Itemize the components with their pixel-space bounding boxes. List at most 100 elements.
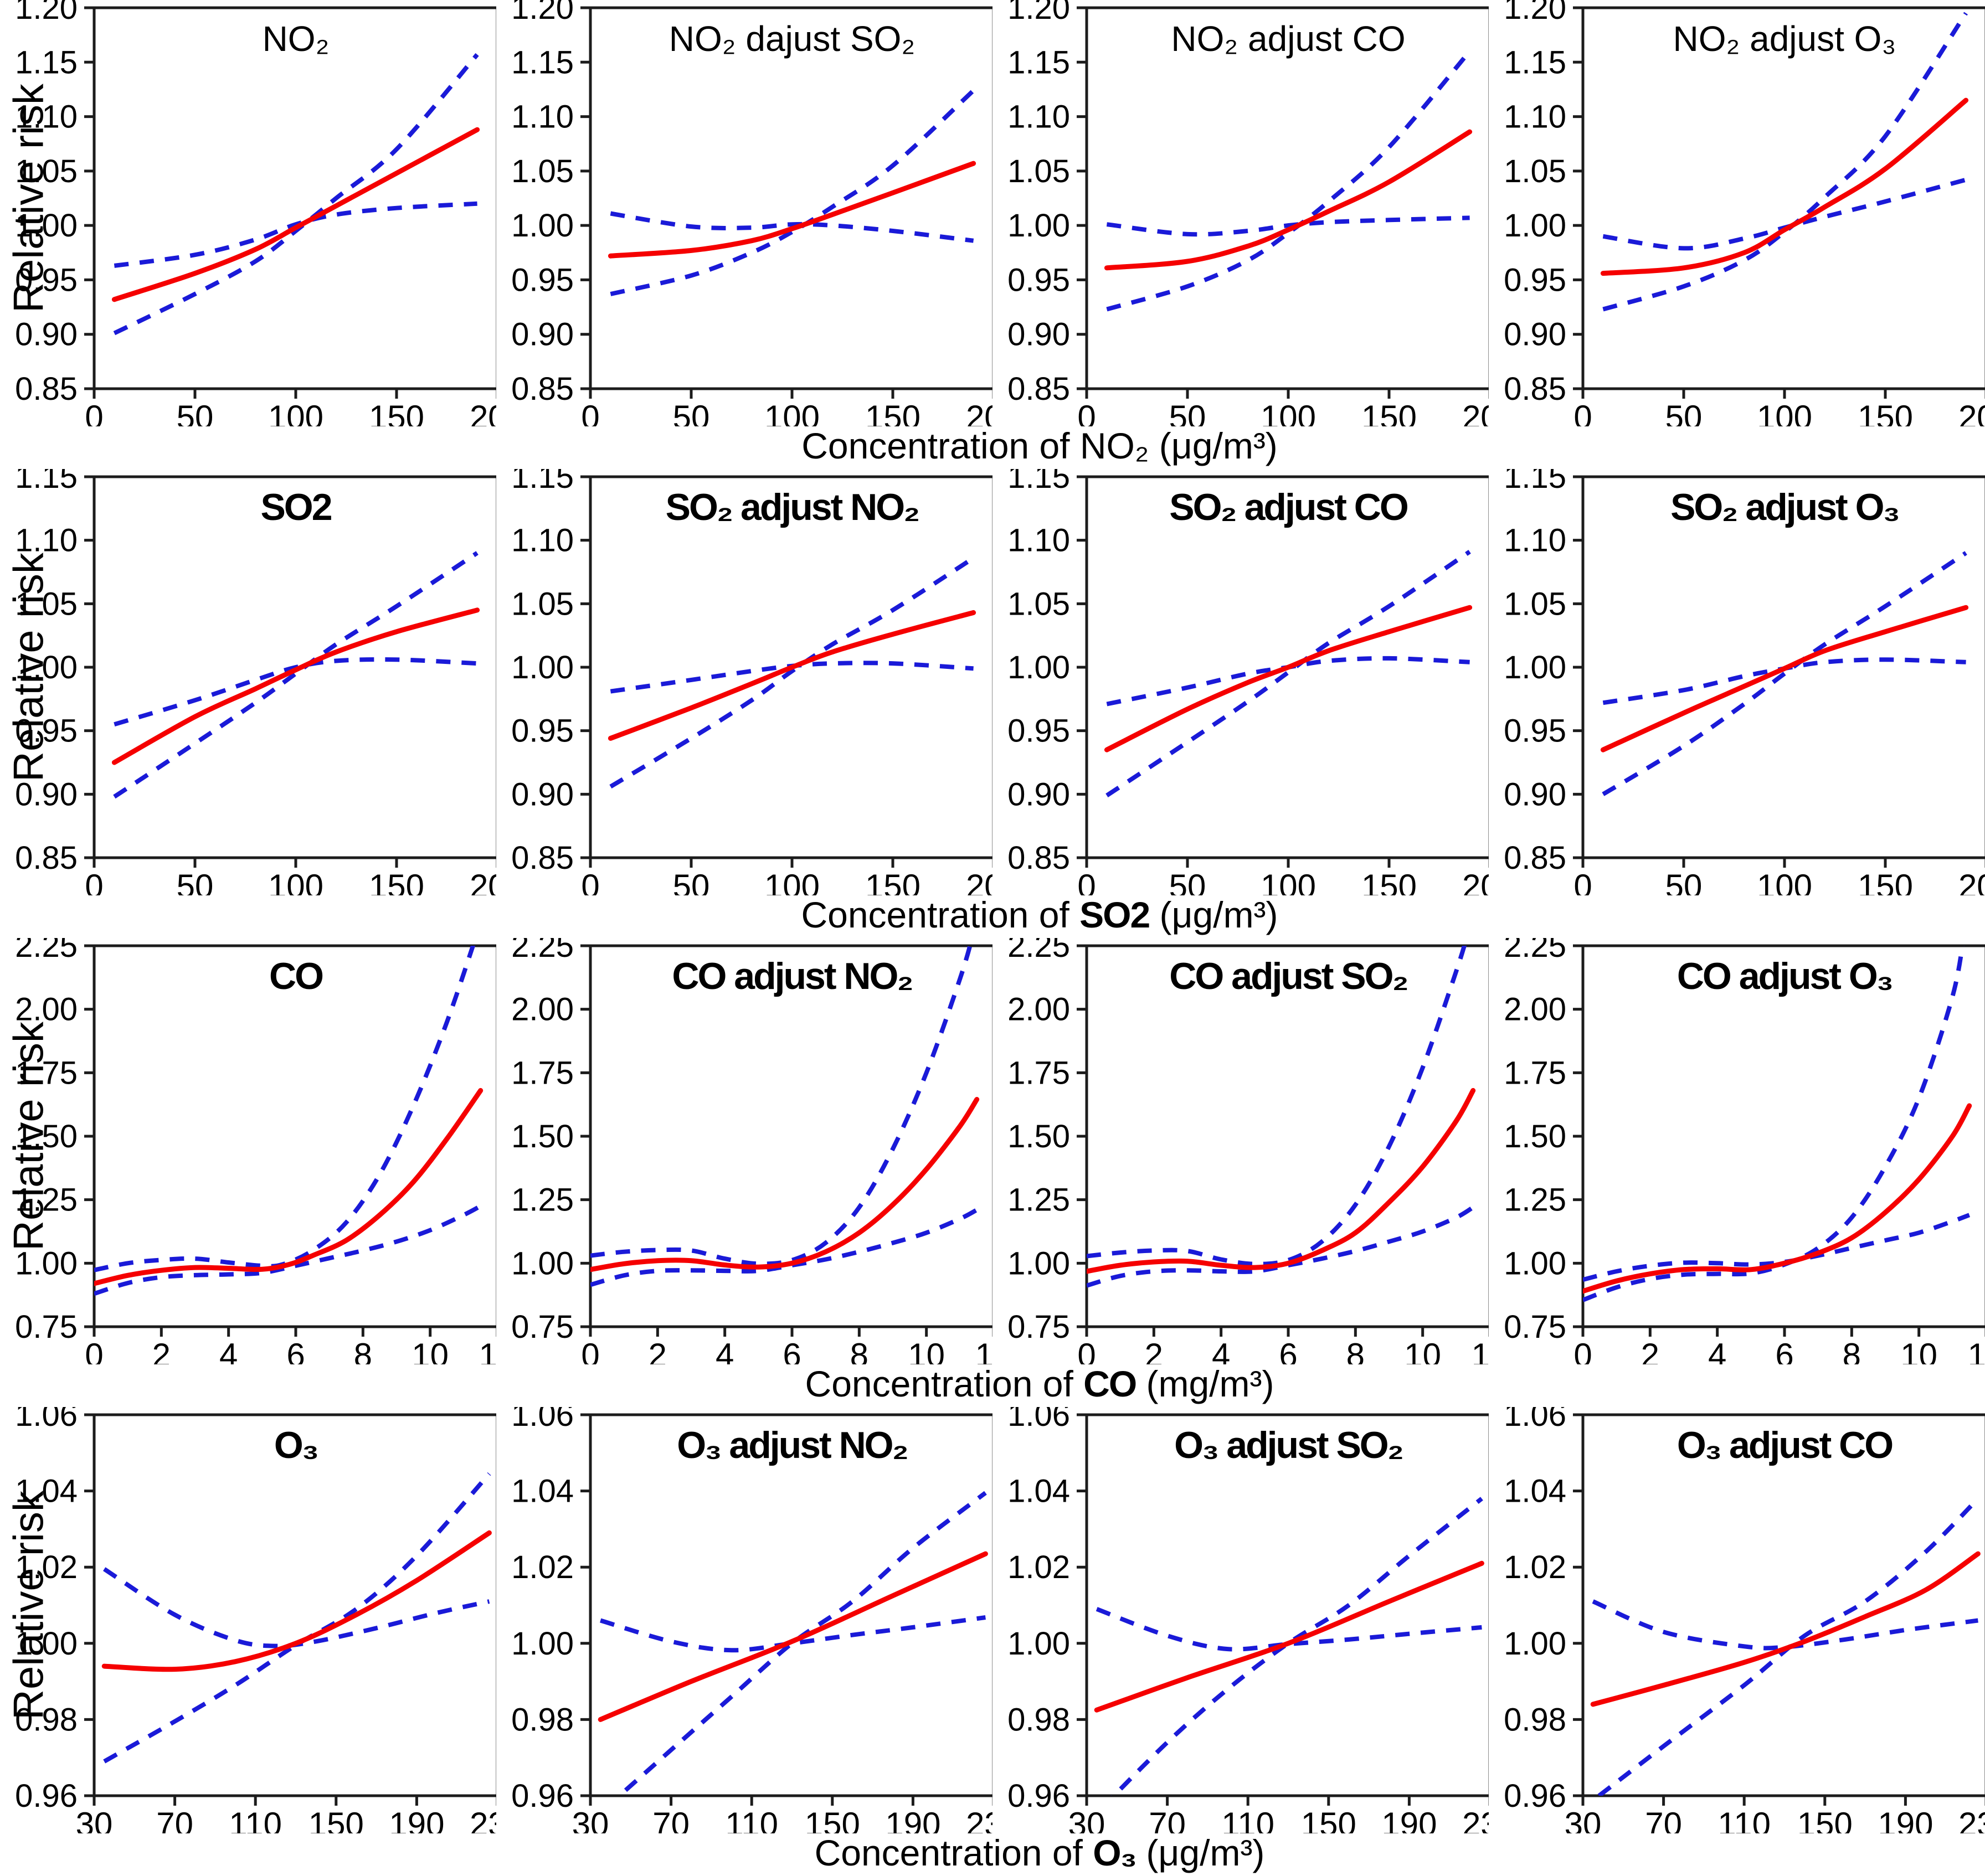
y-tick-label: 0.90: [1504, 317, 1566, 353]
x-tick-label: 0: [1573, 1337, 1592, 1364]
ci-steep-line: [590, 946, 973, 1266]
y-tick-label: 1.75: [511, 1055, 574, 1091]
x-axis-label-pollutant: NO₂: [1079, 425, 1149, 466]
x-tick-label: 4: [1708, 1337, 1726, 1364]
ci-flat-line: [1106, 215, 1470, 237]
x-axis-label: Concentration of NO₂ (μg/m³): [0, 426, 1985, 469]
y-tick-label: 1.20: [1007, 0, 1070, 26]
x-tick-label: 200: [1462, 399, 1489, 426]
estimate-line: [1590, 1551, 1981, 1707]
x-tick-label: 100: [764, 868, 820, 895]
y-tick-label: 1.04: [1504, 1473, 1566, 1509]
panel-o: 0.96 0.98 1.00 1.02 1.04 1.06 30 70 110 150 190 230…: [15, 1407, 496, 1833]
estimate-line: [1087, 1088, 1476, 1274]
y-tick-label: 0.95: [1007, 713, 1070, 749]
estimate-line: [1094, 1560, 1484, 1713]
y-tick-label: 1.02: [15, 1549, 78, 1585]
y-tick-label: 2.25: [511, 938, 574, 964]
y-tick-label: 1.15: [511, 44, 574, 80]
y-tick-label: 1.00: [1504, 1245, 1566, 1281]
y-tick-label: 0.95: [15, 262, 78, 298]
x-tick-label: 100: [1757, 868, 1812, 895]
y-tick-label: 1.05: [1504, 153, 1566, 189]
y-tick-label: 2.00: [15, 992, 78, 1028]
x-tick-label: 0: [581, 399, 599, 426]
y-tick-label: 2.00: [1007, 992, 1070, 1028]
y-tick-label: 0.90: [511, 317, 574, 353]
panel-title: CO adjust NO₂: [672, 955, 912, 997]
x-tick-label: 200: [470, 868, 496, 895]
y-tick-label: 1.02: [511, 1549, 574, 1585]
x-axis-label: Concentration of SO2 (μg/m³): [0, 895, 1985, 938]
ci-steep-line: [113, 53, 479, 336]
panel-no-adjust-o: 0.85 0.90 0.95 1.00 1.05 1.10 1.15 1.20 0 50 100 15…: [1504, 0, 1985, 426]
y-tick-label: 0.95: [1007, 262, 1070, 298]
y-tick-label: 0.90: [1007, 776, 1070, 812]
y-tick-label: 1.10: [511, 99, 574, 135]
y-tick-label: 2.25: [1504, 938, 1566, 964]
y-tick-label: 0.85: [15, 371, 78, 407]
panel-no: 0.85 0.90 0.95 1.00 1.05 1.10 1.15 1.20 0 50 100 15…: [15, 0, 496, 426]
y-tick-label: 1.00: [511, 650, 574, 686]
x-tick-label: 12: [1968, 1337, 1985, 1364]
y-tick-label: 1.00: [1007, 650, 1070, 686]
x-axis-label-prefix: Concentration of: [801, 894, 1080, 935]
x-tick-label: 0: [85, 868, 103, 895]
x-tick-label: 150: [369, 399, 424, 426]
panel-o-adjust-so: 0.96 0.98 1.00 1.02 1.04 1.06 30 70 110 150 190 230…: [1007, 1407, 1489, 1833]
y-tick-label: 2.25: [1007, 938, 1070, 964]
y-tick-label: 1.10: [1007, 523, 1070, 559]
panels-container: 0.751.001.251.501.752.002.25024681012CO0…: [0, 938, 1985, 1364]
x-tick-label: 110: [1221, 1806, 1274, 1833]
x-tick-label: 200: [1958, 868, 1985, 895]
x-tick-label: 190: [1381, 1806, 1437, 1833]
y-tick-label: 0.90: [1504, 776, 1566, 812]
x-tick-label: 70: [1645, 1806, 1682, 1833]
chart-row-o3: Relative risk 0.96 0.98 1.00 1.02 1.04 1.06 30…: [0, 1407, 1985, 1876]
y-tick-label: 1.75: [15, 1055, 78, 1091]
y-tick-label: 1.15: [15, 469, 78, 495]
x-tick-label: 30: [572, 1806, 609, 1833]
y-tick-label: 1.15: [1504, 469, 1566, 495]
y-tick-label: 1.20: [15, 0, 78, 26]
y-tick-label: 0.90: [15, 317, 78, 353]
y-tick-label: 1.00: [1504, 1626, 1566, 1662]
y-tick-label: 1.25: [511, 1182, 574, 1218]
x-tick-label: 10: [412, 1337, 449, 1364]
panel-title: O₃ adjust NO₂: [677, 1424, 907, 1466]
x-tick-label: 4: [1212, 1337, 1230, 1364]
x-axis-label: Concentration of CO (mg/m³): [0, 1364, 1985, 1407]
y-tick-label: 1.10: [511, 523, 574, 559]
x-tick-label: 0: [581, 868, 599, 895]
x-tick-label: 0: [581, 1337, 599, 1364]
estimate-line: [111, 607, 480, 765]
panel-co: 0.75 1.00 1.25 1.50 1.75 2.00 2.25 0 2 4 6 8 10 12 CO: [15, 938, 496, 1364]
x-tick-label: 50: [673, 399, 710, 426]
x-tick-label: 150: [865, 399, 920, 426]
y-tick-label: 1.20: [1504, 0, 1566, 26]
y-tick-label: 1.06: [1007, 1407, 1070, 1433]
x-tick-label: 8: [354, 1337, 372, 1364]
y-tick-label: 0.90: [15, 776, 78, 812]
y-tick-label: 1.25: [15, 1182, 78, 1218]
y-tick-label: 1.15: [511, 469, 574, 495]
y-tick-label: 0.98: [1007, 1702, 1070, 1738]
x-tick-label: 190: [885, 1806, 940, 1833]
x-tick-label: 100: [764, 399, 820, 426]
estimate-line: [598, 1551, 988, 1722]
x-tick-label: 6: [286, 1337, 305, 1364]
x-tick-label: 0: [1077, 868, 1096, 895]
y-tick-label: 1.00: [1504, 650, 1566, 686]
y-tick-label: 0.98: [511, 1702, 574, 1738]
panel-co-adjust-so: 0.75 1.00 1.25 1.50 1.75 2.00 2.25 0 2 4 6 8 10 12 CO …: [1007, 938, 1489, 1364]
y-tick-label: 1.10: [1504, 523, 1566, 559]
x-tick-label: 50: [1665, 399, 1703, 426]
y-tick-label: 1.02: [1007, 1549, 1070, 1585]
x-tick-label: 150: [1797, 1806, 1853, 1833]
y-tick-label: 1.00: [1007, 1626, 1070, 1662]
x-tick-label: 100: [1261, 868, 1316, 895]
x-tick-label: 0: [1573, 399, 1592, 426]
ci-steep-line: [1087, 946, 1467, 1266]
x-tick-label: 12: [975, 1337, 992, 1364]
x-tick-label: 50: [1169, 399, 1206, 426]
